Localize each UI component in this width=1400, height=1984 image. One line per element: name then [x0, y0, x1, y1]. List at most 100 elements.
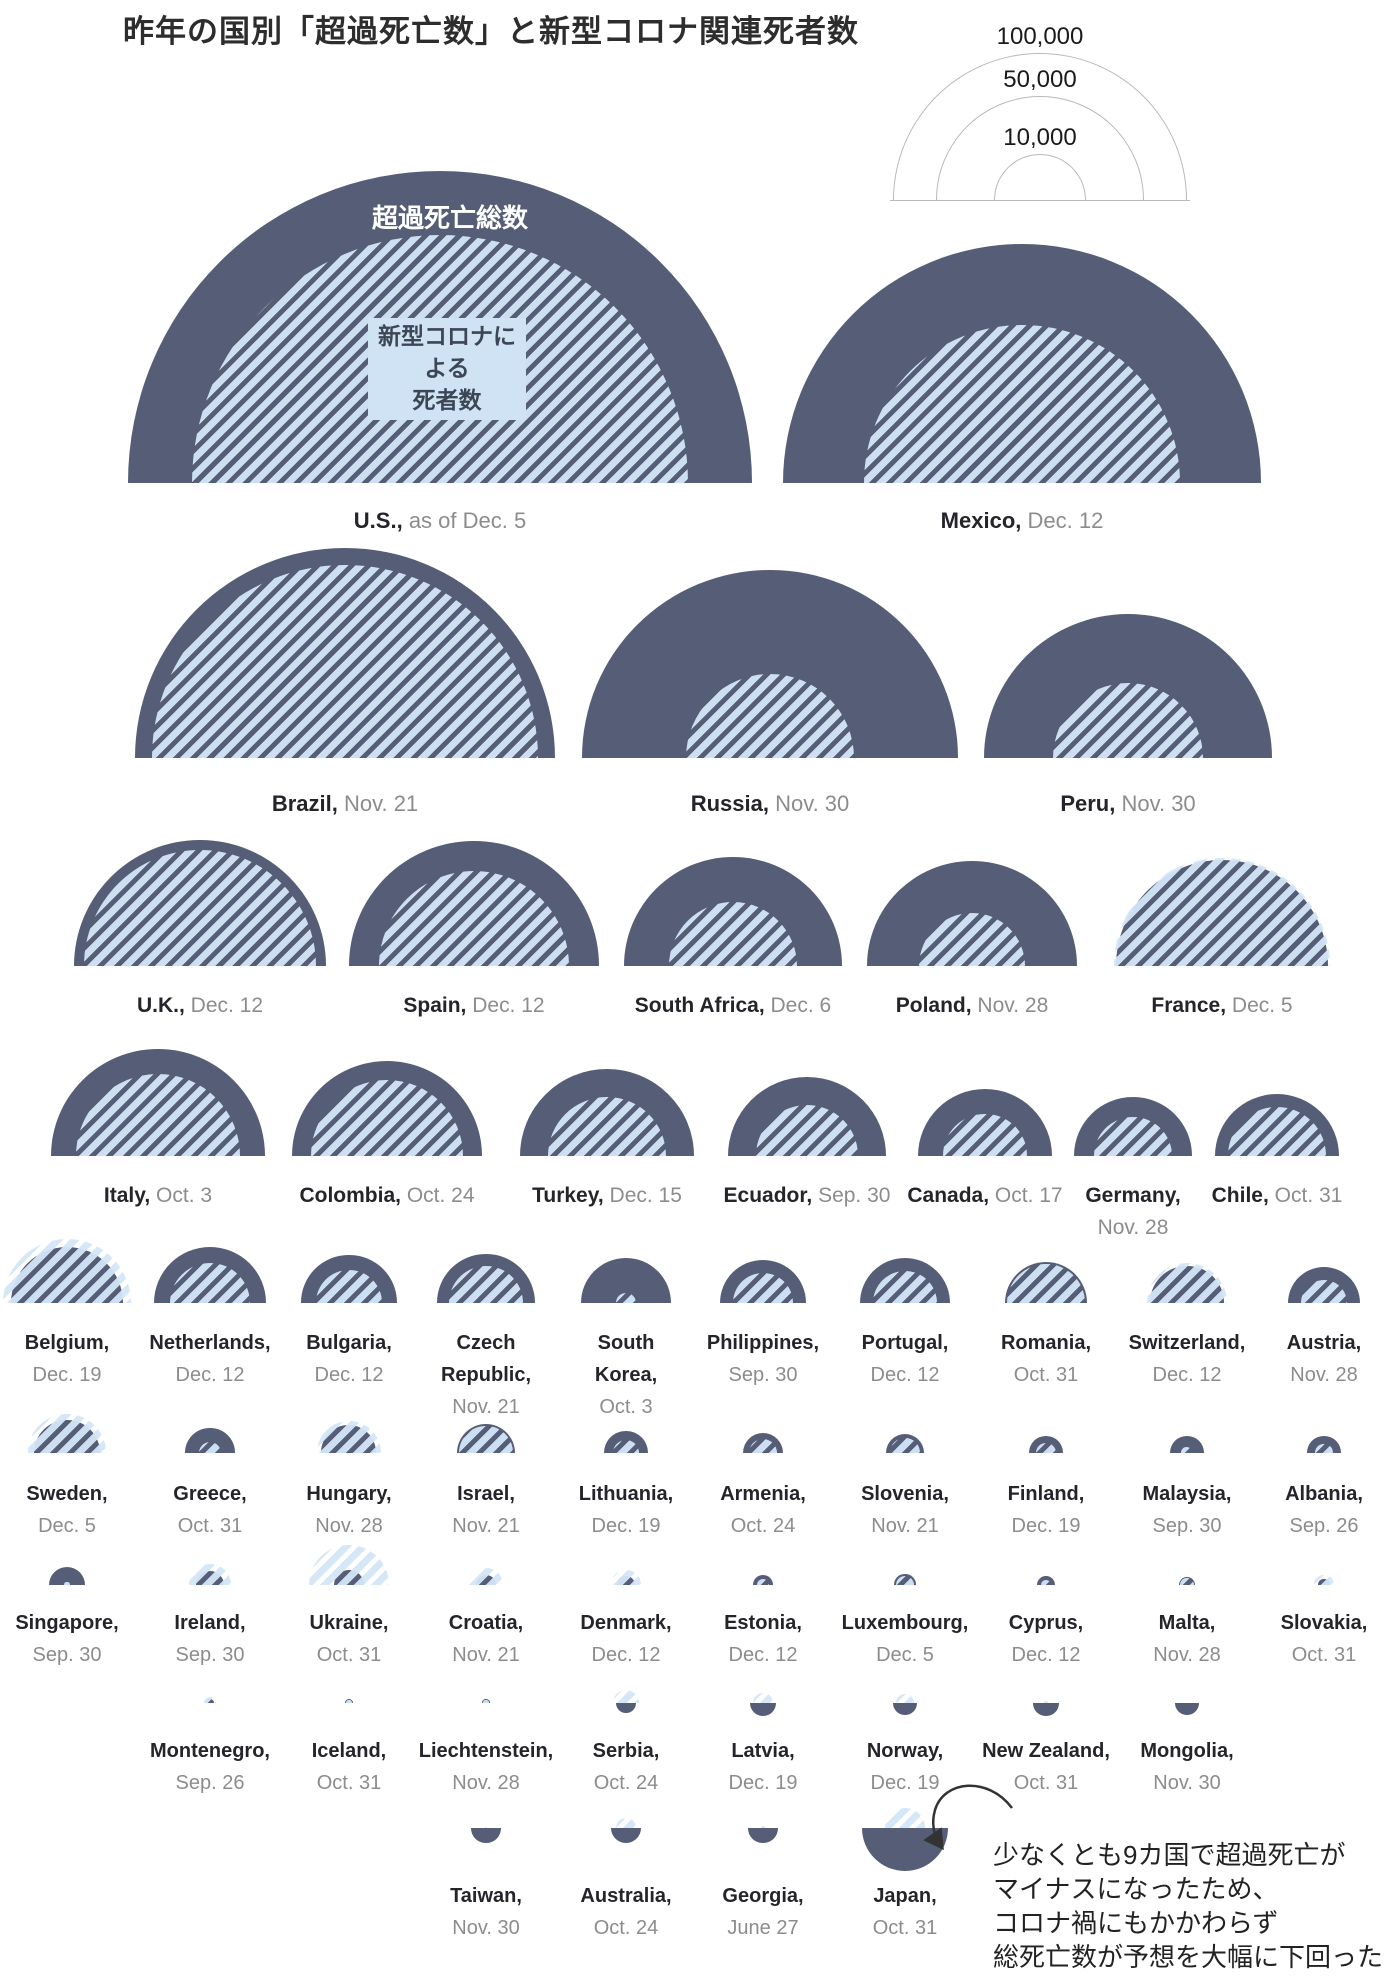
glyph-covid-sweden — [28, 1414, 106, 1453]
legend-label-50-000: 50,000 — [1003, 66, 1077, 94]
glyph-covid-hungary — [316, 1420, 382, 1453]
country-name: Malaysia, — [1142, 1483, 1232, 1505]
glyph-excess-new-zealand — [1033, 1703, 1059, 1716]
country-label-philippines: Philippines, Sep. 30 — [698, 1327, 828, 1391]
country-name: Iceland, — [311, 1740, 387, 1762]
country-date: Oct. 31 — [1013, 1772, 1079, 1794]
country-label-malaysia: Malaysia, Sep. 30 — [1122, 1478, 1252, 1542]
country-name: Mexico, — [940, 508, 1028, 533]
glyph-covid-australia — [615, 1817, 637, 1828]
excess-total-series-label: 超過死亡総数 — [371, 203, 529, 233]
country-name: U.S., — [353, 508, 409, 533]
covid-deaths-series-label-box: 新型コロナに よる 死者数 — [368, 318, 526, 420]
country-date: Dec. 12 — [472, 994, 545, 1017]
country-label-mongolia: Mongolia, Nov. 30 — [1122, 1735, 1252, 1799]
glyph-covid-croatia — [469, 1568, 503, 1585]
country-date: Dec. 19 — [728, 1772, 798, 1794]
country-date: Nov. 30 — [1121, 791, 1196, 816]
country-name: Philippines, — [706, 1332, 820, 1354]
country-label-japan: Japan, Oct. 31 — [840, 1880, 970, 1944]
page-title: 昨年の国別「超過死亡数」と新型コロナ関連死者数 — [123, 14, 859, 49]
country-name: Norway, — [866, 1740, 944, 1762]
country-name: Greece, — [173, 1483, 247, 1505]
country-name: Italy, — [103, 1184, 157, 1207]
country-date: Nov. 28 — [1153, 1644, 1221, 1666]
country-date: Nov. 21 — [871, 1515, 939, 1537]
glyph-excess-japan — [861, 1828, 949, 1872]
country-name: U.K., — [136, 994, 191, 1017]
country-label-turkey: Turkey, Dec. 15 — [532, 1180, 682, 1212]
country-name: Slovakia, — [1280, 1612, 1368, 1634]
glyph-covid-slovenia — [890, 1438, 920, 1453]
country-date: Sep. 30 — [175, 1644, 245, 1666]
glyph-covid-ukraine — [309, 1545, 389, 1585]
country-name: Netherlands, — [149, 1332, 271, 1354]
country-label-georgia: Georgia, June 27 — [698, 1880, 828, 1944]
country-name: Albania, — [1285, 1483, 1363, 1505]
country-label-latvia: Latvia, Dec. 19 — [698, 1735, 828, 1799]
country-date: Oct. 17 — [994, 1184, 1063, 1207]
country-name: Belgium, — [24, 1332, 110, 1354]
country-name: South — [597, 1332, 655, 1354]
glyph-covid-brazil — [152, 565, 538, 758]
country-date: Nov. 30 — [775, 791, 850, 816]
country-date: Nov. 28 — [315, 1515, 383, 1537]
glyph-covid-singapore — [64, 1582, 70, 1585]
country-name: Peru, — [1060, 791, 1122, 816]
country-name: Mongolia, — [1140, 1740, 1234, 1762]
country-label-russia: Russia, Nov. 30 — [691, 788, 850, 820]
country-label-france: France, Dec. 5 — [1151, 990, 1292, 1022]
country-label-liechtenstein: Liechtenstein, Nov. 28 — [406, 1735, 566, 1799]
glyph-covid-malaysia — [1181, 1447, 1193, 1453]
glyph-excess-mongolia — [1175, 1703, 1199, 1715]
country-name: Russia, — [690, 791, 776, 816]
country-label-portugal: Portugal, Dec. 12 — [840, 1327, 970, 1391]
country-date: Oct. 3 — [156, 1184, 213, 1207]
legend-label-10-000: 10,000 — [1003, 123, 1077, 151]
glyph-covid-denmark — [611, 1570, 641, 1585]
country-name: Israel, — [457, 1483, 515, 1505]
country-name: Sweden, — [26, 1483, 108, 1505]
glyph-covid-albania — [1315, 1444, 1333, 1453]
country-label-u-k: U.K., Dec. 12 — [137, 990, 263, 1022]
country-date: Dec. 19 — [32, 1364, 102, 1386]
glyph-covid-latvia — [753, 1693, 773, 1703]
country-label-south-korea: South Korea, Oct. 3 — [561, 1327, 691, 1423]
country-name: Latvia, — [731, 1740, 795, 1762]
country-label-slovenia: Slovenia, Nov. 21 — [840, 1478, 970, 1542]
country-date: Dec. 5 — [876, 1644, 934, 1666]
country-date: Dec. 19 — [1011, 1515, 1081, 1537]
negative-excess-annotation: 少なくとも9カ国で超過死亡が マイナスになったため、 コロナ禍にもかかわらず 総… — [993, 1838, 1383, 1974]
country-label-colombia: Colombia, Oct. 24 — [299, 1180, 474, 1212]
country-name: Ireland, — [174, 1612, 246, 1634]
country-name: South Africa, — [634, 994, 771, 1017]
glyph-covid-cyprus — [1041, 1580, 1051, 1585]
country-date: Oct. 31 — [872, 1917, 938, 1939]
country-label-switzerland: Switzerland, Dec. 12 — [1117, 1327, 1257, 1391]
country-name: Switzerland, — [1128, 1332, 1246, 1354]
country-label-hungary: Hungary, Nov. 28 — [284, 1478, 414, 1542]
country-label-taiwan: Taiwan, Nov. 30 — [421, 1880, 551, 1944]
glyph-excess-australia — [610, 1828, 642, 1844]
country-label-ireland: Ireland, Sep. 30 — [145, 1607, 275, 1671]
covid-label-line-3: 死者数 — [412, 387, 482, 413]
country-date: Dec. 19 — [591, 1515, 661, 1537]
country-label-austria: Austria, Nov. 28 — [1259, 1327, 1389, 1391]
glyph-excess-taiwan — [471, 1828, 501, 1843]
country-name: Denmark, — [580, 1612, 672, 1634]
country-name: Czech — [456, 1332, 516, 1354]
country-name: Australia, — [580, 1885, 672, 1907]
country-name: Germany, — [1085, 1184, 1181, 1207]
glyph-covid-taiwan — [484, 1826, 488, 1828]
country-date: Nov. 28 — [977, 994, 1049, 1017]
country-name: Liechtenstein, — [418, 1740, 554, 1762]
country-name: Ecuador, — [723, 1184, 819, 1207]
country-date: Oct. 31 — [316, 1772, 382, 1794]
country-date: Dec. 12 — [870, 1364, 940, 1386]
country-date: Sep. 30 — [818, 1184, 891, 1207]
country-name: Austria, — [1286, 1332, 1362, 1354]
glyph-covid-japan — [885, 1808, 925, 1828]
glyph-covid-france — [1113, 857, 1330, 966]
glyph-covid-estonia — [756, 1578, 770, 1585]
country-date: Dec. 12 — [591, 1644, 661, 1666]
